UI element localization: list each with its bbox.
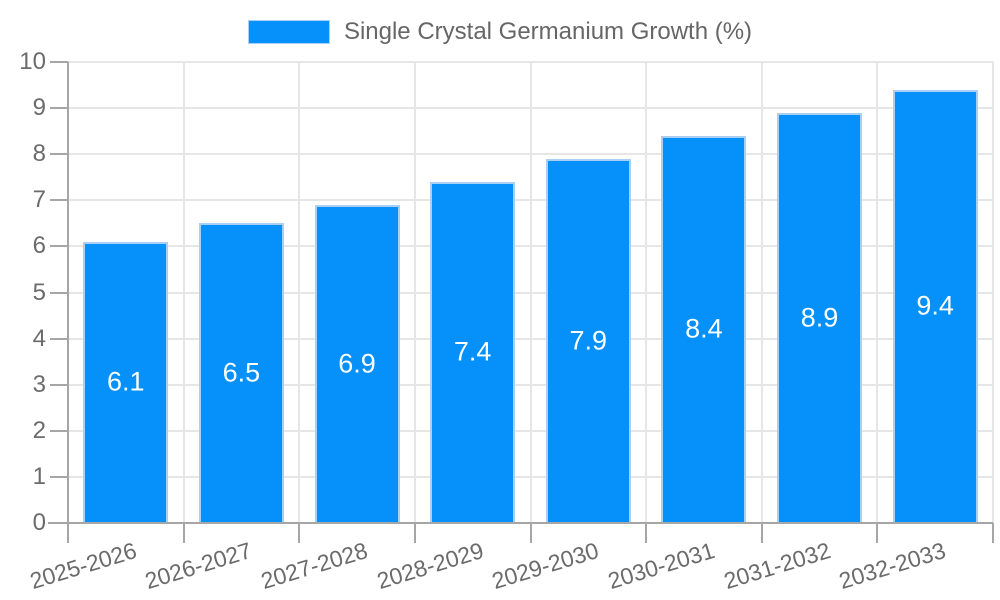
- y-tick: [50, 107, 68, 110]
- bar[interactable]: [661, 135, 747, 523]
- y-tick-label: 5: [32, 278, 46, 306]
- bar[interactable]: [545, 158, 631, 523]
- legend-item[interactable]: Single Crystal Germanium Growth (%): [247, 18, 753, 46]
- x-tick-label: 2025-2026: [26, 537, 140, 595]
- x-tick: [992, 523, 994, 543]
- x-axis-line: [48, 522, 993, 524]
- y-axis-line: [67, 62, 69, 543]
- legend-label: Single Crystal Germanium Growth (%): [343, 18, 753, 45]
- y-tick-label: 9: [32, 94, 46, 122]
- y-tick-label: 7: [32, 186, 46, 214]
- y-tick-label: 8: [32, 140, 46, 168]
- x-tick-label: 2030-2031: [604, 537, 718, 595]
- x-gridline: [645, 62, 648, 523]
- legend-swatch-icon: [247, 20, 330, 44]
- x-tick: [876, 523, 879, 543]
- x-tick: [182, 523, 185, 543]
- x-tick-label: 2028-2029: [373, 537, 487, 595]
- bar-value-label: 9.4: [916, 290, 954, 321]
- x-gridline: [298, 62, 301, 523]
- bar-value-label: 8.4: [685, 313, 723, 344]
- y-tick: [50, 61, 68, 63]
- bar[interactable]: [83, 241, 169, 523]
- bar[interactable]: [314, 204, 400, 523]
- y-tick-label: 4: [32, 324, 46, 352]
- x-tick-label: 2027-2028: [257, 537, 371, 595]
- y-tick-label: 0: [32, 509, 46, 536]
- y-tick: [50, 475, 68, 478]
- y-tick: [50, 245, 68, 248]
- bar[interactable]: [777, 112, 863, 523]
- plot-area: 6.1 6.5 6.9 7.4 7.9 8.4 8.9 9.4: [68, 61, 994, 523]
- bar-value-label: 7.9: [569, 325, 608, 356]
- y-tick: [50, 337, 68, 340]
- x-tick: [67, 523, 69, 543]
- x-gridline: [760, 62, 763, 523]
- x-gridline: [182, 62, 185, 523]
- bar-value-label: 6.5: [222, 357, 261, 388]
- bar[interactable]: [198, 223, 284, 523]
- x-tick: [413, 523, 416, 543]
- y-tick-label: 2: [32, 416, 46, 444]
- x-gridline: [529, 62, 532, 523]
- y-tick: [50, 153, 68, 156]
- x-tick: [298, 523, 301, 543]
- x-tick-label: 2031-2032: [720, 537, 834, 595]
- y-tick-label: 6: [32, 232, 46, 260]
- x-gridline: [413, 62, 416, 523]
- bar-value-label: 7.4: [453, 336, 492, 367]
- x-tick-label: 2032-2033: [835, 537, 949, 595]
- y-tick: [50, 429, 68, 432]
- y-tick: [50, 383, 68, 386]
- x-gridline: [876, 62, 879, 523]
- y-tick: [50, 199, 68, 202]
- bar-value-label: 6.1: [107, 366, 145, 397]
- bar-value-label: 8.9: [800, 302, 839, 333]
- y-tick-label: 1: [32, 462, 46, 490]
- y-tick: [50, 522, 68, 524]
- y-tick: [50, 291, 68, 294]
- legend: Single Crystal Germanium Growth (%): [0, 18, 1000, 46]
- y-tick-label: 3: [32, 370, 46, 398]
- bar-value-label: 6.9: [338, 348, 376, 379]
- bar[interactable]: [430, 181, 516, 523]
- x-tick: [760, 523, 763, 543]
- bar[interactable]: [892, 89, 978, 523]
- x-tick-label: 2029-2030: [489, 537, 602, 595]
- x-tick: [645, 523, 648, 543]
- x-tick-label: 2026-2027: [142, 537, 256, 595]
- x-gridline: [992, 62, 994, 523]
- y-tick-label: 10: [19, 48, 46, 75]
- x-tick: [529, 523, 532, 543]
